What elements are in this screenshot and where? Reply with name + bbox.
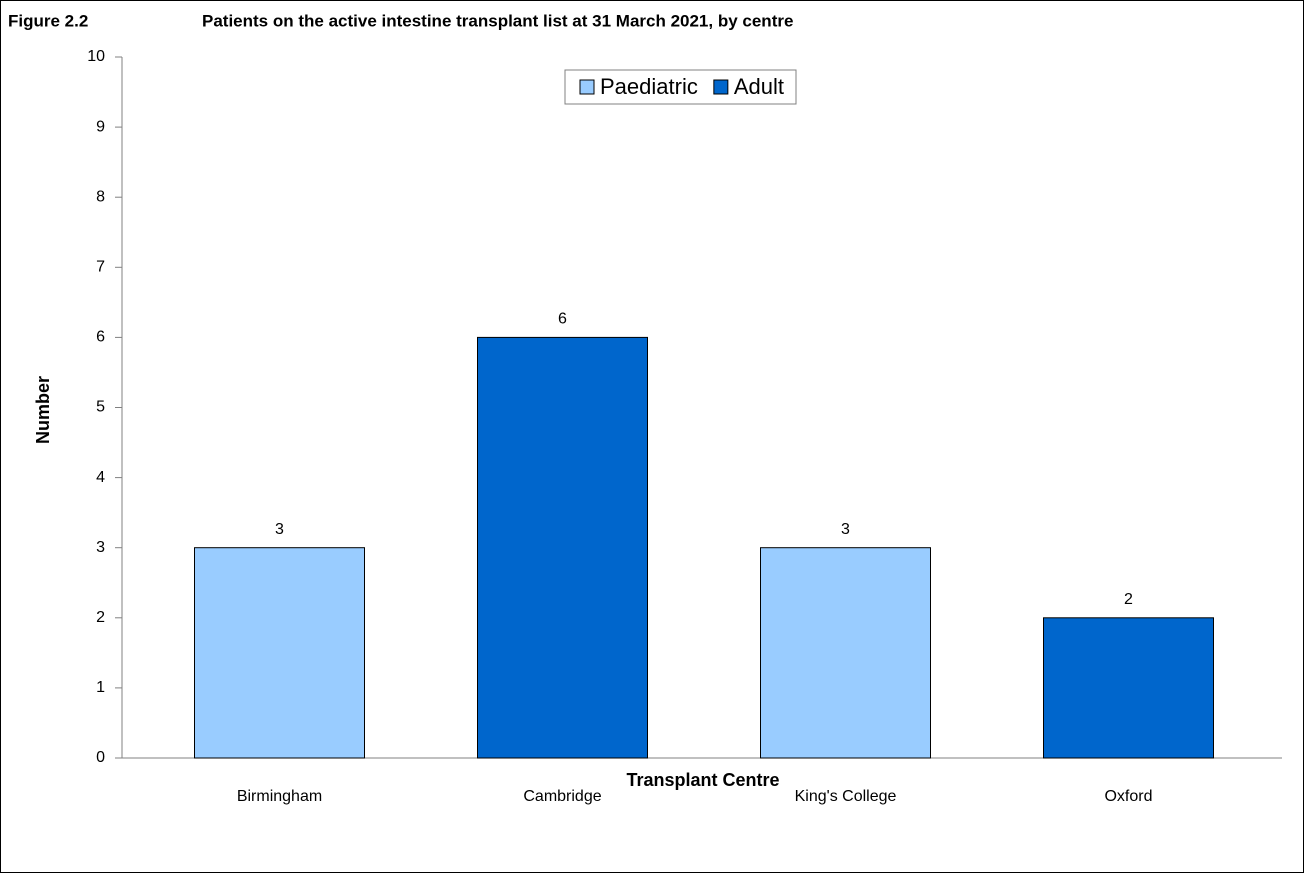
bar	[1043, 617, 1214, 759]
y-axis-title: Number	[33, 376, 53, 444]
data-label: 2	[1124, 591, 1133, 608]
data-label: 3	[275, 521, 284, 538]
data-label: 6	[558, 311, 567, 328]
data-label: 3	[841, 521, 850, 538]
legend-box	[564, 69, 797, 105]
legend-label: Paediatric	[600, 74, 698, 99]
x-tick-label: King's College	[795, 788, 897, 805]
x-tick-label: Cambridge	[523, 788, 601, 805]
x-tick-label: Oxford	[1104, 788, 1152, 805]
figure-label: Figure 2.2	[8, 11, 88, 30]
x-tick-label: Birmingham	[237, 788, 322, 805]
y-tick-label: 4	[96, 469, 105, 486]
y-tick-label: 1	[96, 679, 105, 696]
bar	[194, 547, 365, 759]
y-tick-label: 9	[96, 118, 105, 135]
legend-swatch	[579, 79, 595, 95]
y-tick-label: 3	[96, 539, 105, 556]
bar	[760, 547, 931, 759]
y-tick-label: 10	[87, 48, 105, 65]
y-tick-label: 7	[96, 259, 105, 276]
chart-title: Patients on the active intestine transpl…	[202, 11, 793, 30]
y-tick-label: 2	[96, 609, 105, 626]
y-tick-label: 8	[96, 188, 105, 205]
y-tick-label: 5	[96, 399, 105, 416]
legend-label: Adult	[734, 74, 784, 99]
y-tick-label: 6	[96, 329, 105, 346]
y-tick-label: 0	[96, 749, 105, 766]
legend: Paediatric Adult	[564, 69, 797, 105]
x-axis-title: Transplant Centre	[626, 770, 779, 790]
bar	[477, 336, 648, 759]
legend-swatch	[713, 79, 729, 95]
